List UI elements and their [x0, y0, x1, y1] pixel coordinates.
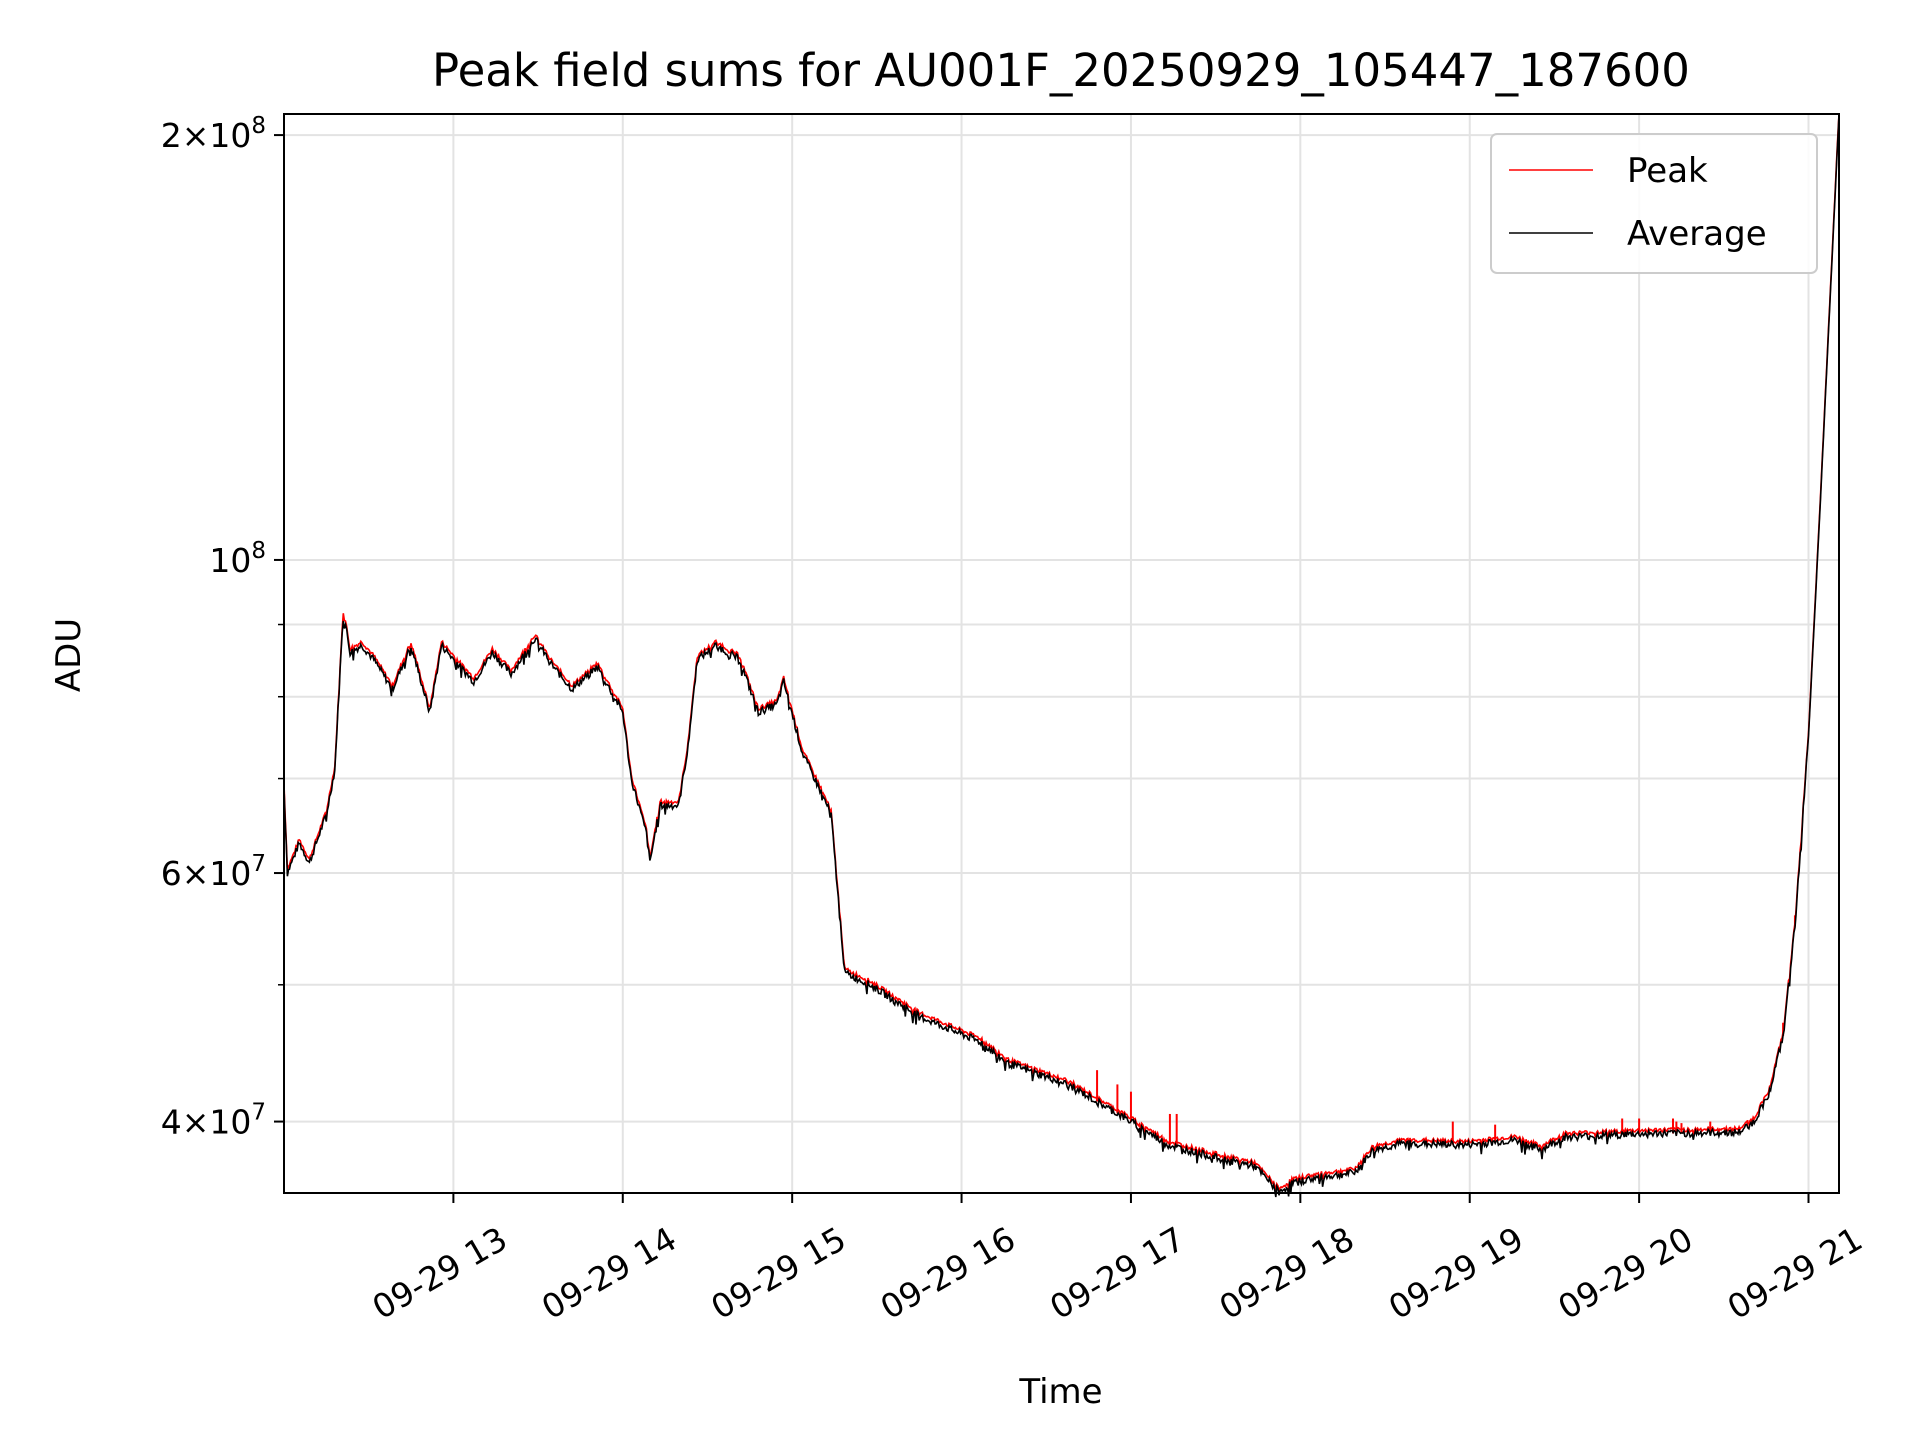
legend-peak-label: Peak — [1627, 151, 1708, 191]
x-tick-label: 09-29 13 — [366, 1219, 514, 1327]
x-tick-label: 09-29 19 — [1382, 1219, 1530, 1327]
x-axis-label: Time — [1018, 1372, 1102, 1412]
legend-box — [1490, 133, 1818, 274]
x-tick-label: 09-29 16 — [874, 1219, 1022, 1327]
x-tick-label: 09-29 20 — [1551, 1219, 1699, 1327]
x-tick-label: 09-29 18 — [1213, 1219, 1361, 1327]
x-tick-label: 09-29 21 — [1721, 1219, 1869, 1327]
y-axis-label: ADU — [49, 618, 89, 692]
legend: Peak Average — [1490, 133, 1818, 274]
chart-title: Peak field sums for AU001F_20250929_1054… — [432, 44, 1690, 97]
x-ticks: 09-29 13 09-29 14 09-29 15 09-29 16 09-29 17… — [366, 1193, 1869, 1327]
y-tick-label: 108 — [209, 538, 266, 580]
x-tick-label: 09-29 14 — [535, 1219, 683, 1327]
peak-series-line — [283, 113, 1840, 1193]
y-tick-label: 4×107 — [161, 1100, 266, 1142]
average-series-line — [283, 113, 1840, 1198]
y-tick-label: 2×108 — [161, 113, 266, 155]
series-lines — [283, 113, 1840, 1198]
x-tick-label: 09-29 15 — [704, 1219, 852, 1327]
y-tick-label: 6×107 — [161, 851, 266, 893]
grid — [284, 114, 1839, 1193]
legend-average-label: Average — [1627, 214, 1767, 254]
y-ticks: 2×108 108 6×107 4×107 — [161, 113, 284, 1142]
x-tick-label: 09-29 17 — [1043, 1219, 1191, 1327]
plot-frame — [283, 113, 1840, 1194]
